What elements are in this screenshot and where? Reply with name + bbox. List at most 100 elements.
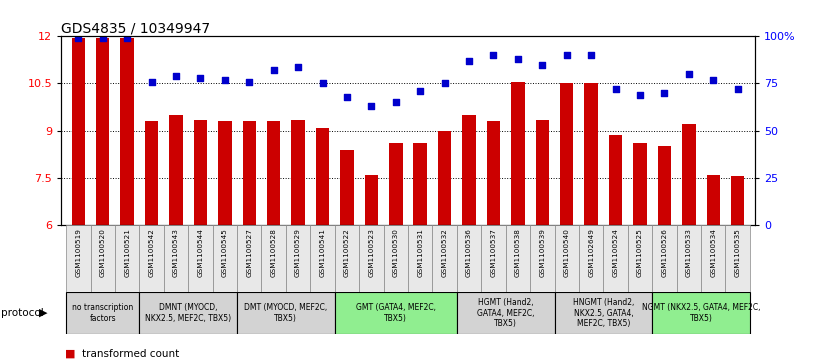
Bar	[432, 225, 457, 292]
Bar	[511, 82, 525, 225]
Bar	[652, 225, 676, 292]
Text: GMT (GATA4, MEF2C,
TBX5): GMT (GATA4, MEF2C, TBX5)	[356, 303, 436, 323]
Bar	[169, 115, 183, 225]
Bar	[66, 292, 140, 334]
Text: HGMT (Hand2,
GATA4, MEF2C,
TBX5): HGMT (Hand2, GATA4, MEF2C, TBX5)	[477, 298, 534, 328]
Bar	[725, 225, 750, 292]
Bar	[145, 121, 158, 225]
Point	[194, 75, 207, 81]
Point	[658, 90, 671, 96]
Point	[512, 56, 525, 62]
Bar	[359, 225, 384, 292]
Point	[731, 86, 744, 92]
Text: GSM1100544: GSM1100544	[197, 228, 203, 277]
Text: GSM1102649: GSM1102649	[588, 228, 594, 277]
Point	[584, 52, 597, 58]
Text: ▶: ▶	[39, 308, 47, 318]
Bar	[96, 38, 109, 225]
Bar	[335, 225, 359, 292]
Bar	[682, 125, 695, 225]
Bar	[408, 225, 432, 292]
Bar	[335, 292, 457, 334]
Bar	[481, 225, 506, 292]
Text: transformed count: transformed count	[82, 349, 179, 359]
Bar	[584, 83, 598, 225]
Bar	[310, 225, 335, 292]
Bar	[603, 225, 628, 292]
Bar	[530, 225, 555, 292]
Text: GSM1100539: GSM1100539	[539, 228, 545, 277]
Point	[340, 94, 353, 99]
Text: GSM1100535: GSM1100535	[734, 228, 741, 277]
Text: no transcription
factors: no transcription factors	[72, 303, 133, 323]
Text: GSM1100533: GSM1100533	[686, 228, 692, 277]
Bar	[389, 143, 402, 225]
Point	[389, 99, 402, 105]
Bar	[384, 225, 408, 292]
Bar	[140, 225, 164, 292]
Bar	[652, 292, 750, 334]
Text: DMNT (MYOCD,
NKX2.5, MEF2C, TBX5): DMNT (MYOCD, NKX2.5, MEF2C, TBX5)	[145, 303, 231, 323]
Bar	[286, 225, 310, 292]
Point	[414, 88, 427, 94]
Point	[170, 73, 183, 79]
Text: HNGMT (Hand2,
NKX2.5, GATA4,
MEF2C, TBX5): HNGMT (Hand2, NKX2.5, GATA4, MEF2C, TBX5…	[573, 298, 634, 328]
Bar	[535, 120, 549, 225]
Text: protocol: protocol	[1, 308, 43, 318]
Bar	[291, 120, 305, 225]
Bar	[267, 121, 281, 225]
Bar	[463, 115, 476, 225]
Bar	[658, 146, 671, 225]
Point	[463, 58, 476, 64]
Text: GSM1100520: GSM1100520	[100, 228, 106, 277]
Bar	[487, 121, 500, 225]
Text: GSM1100525: GSM1100525	[637, 228, 643, 277]
Bar	[707, 175, 720, 225]
Bar	[237, 292, 335, 334]
Bar	[628, 225, 652, 292]
Point	[487, 52, 500, 58]
Text: GSM1100526: GSM1100526	[662, 228, 667, 277]
Bar	[115, 225, 140, 292]
Text: GSM1100538: GSM1100538	[515, 228, 521, 277]
Bar	[555, 292, 652, 334]
Text: GSM1100527: GSM1100527	[246, 228, 252, 277]
Bar	[218, 121, 232, 225]
Bar	[316, 127, 329, 225]
Point	[365, 103, 378, 109]
Text: GSM1100528: GSM1100528	[271, 228, 277, 277]
Bar	[560, 83, 574, 225]
Point	[316, 81, 329, 86]
Bar	[188, 225, 213, 292]
Bar	[438, 131, 451, 225]
Bar	[91, 225, 115, 292]
Bar	[365, 175, 378, 225]
Bar	[609, 135, 623, 225]
Bar	[261, 225, 286, 292]
Text: GSM1100543: GSM1100543	[173, 228, 179, 277]
Point	[633, 92, 646, 98]
Text: GSM1100530: GSM1100530	[392, 228, 399, 277]
Point	[291, 64, 304, 69]
Text: DMT (MYOCD, MEF2C,
TBX5): DMT (MYOCD, MEF2C, TBX5)	[244, 303, 327, 323]
Point	[72, 35, 85, 41]
Point	[242, 79, 255, 85]
Point	[561, 52, 574, 58]
Bar	[237, 225, 261, 292]
Text: GSM1100524: GSM1100524	[613, 228, 619, 277]
Bar	[506, 225, 530, 292]
Text: GSM1100545: GSM1100545	[222, 228, 228, 277]
Text: GSM1100523: GSM1100523	[368, 228, 375, 277]
Point	[145, 79, 158, 85]
Bar	[193, 120, 207, 225]
Text: GSM1100519: GSM1100519	[75, 228, 82, 277]
Bar	[701, 225, 725, 292]
Bar	[731, 176, 744, 225]
Bar	[242, 121, 256, 225]
Point	[96, 35, 109, 41]
Point	[219, 77, 232, 83]
Bar	[579, 225, 603, 292]
Text: GSM1100521: GSM1100521	[124, 228, 130, 277]
Bar	[140, 292, 237, 334]
Text: GSM1100541: GSM1100541	[320, 228, 326, 277]
